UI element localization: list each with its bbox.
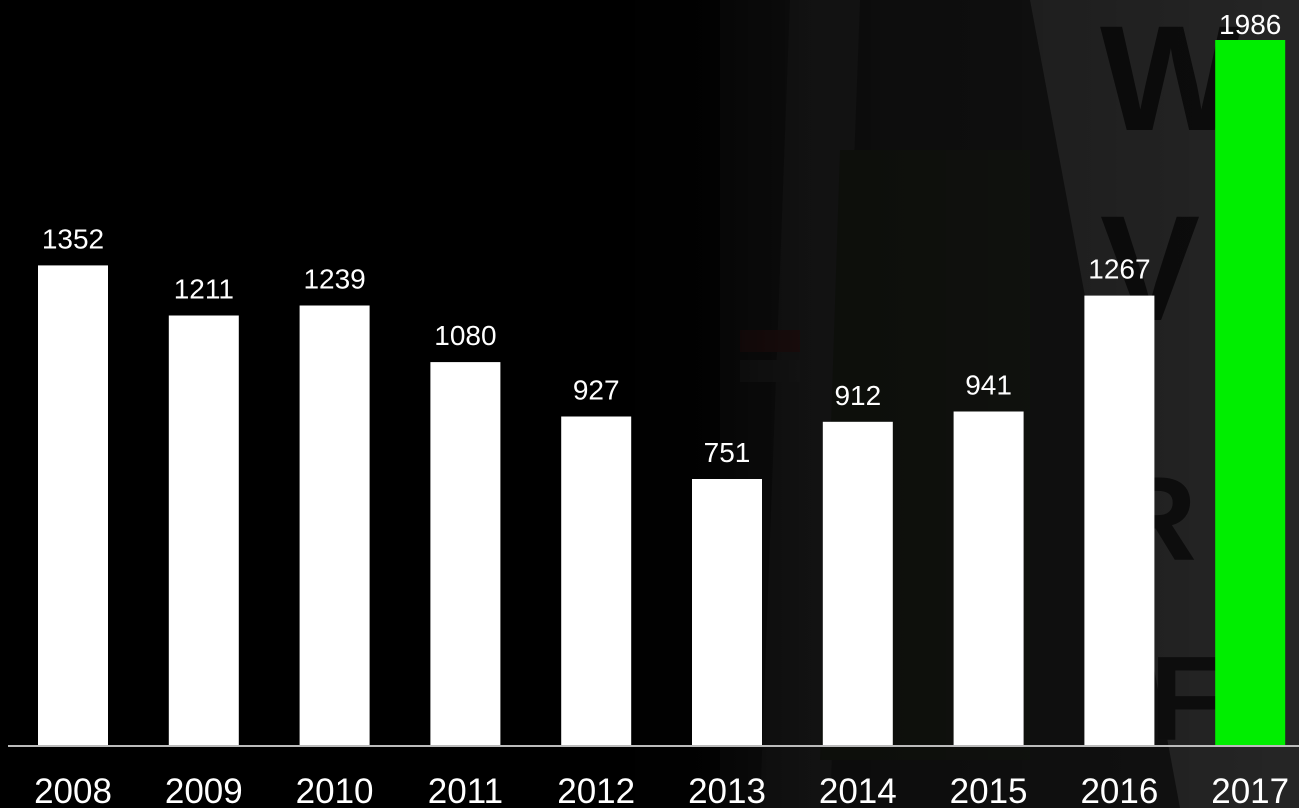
value-label-2013: 751	[704, 437, 751, 468]
bar-2015	[953, 411, 1024, 746]
bar-2016	[1084, 295, 1155, 746]
x-tick-label-2016: 2016	[1080, 772, 1158, 808]
value-labels-group: 1352 1211 1239 1080 927 751 912 941 1267 1986	[42, 9, 1281, 468]
bar-2014	[822, 421, 893, 746]
bar-2010	[299, 305, 370, 746]
x-tick-label-2010: 2010	[296, 772, 374, 808]
x-tick-label-2012: 2012	[557, 772, 635, 808]
value-label-2017: 1986	[1219, 9, 1281, 40]
x-tick-label-2014: 2014	[819, 772, 897, 808]
bar-2009	[168, 315, 239, 746]
value-label-2011: 1080	[434, 320, 496, 351]
value-label-2016: 1267	[1088, 254, 1150, 285]
x-tick-label-2017: 2017	[1211, 772, 1289, 808]
x-tick-label-2009: 2009	[165, 772, 243, 808]
bar-2008	[38, 265, 108, 746]
value-label-2015: 941	[965, 370, 1012, 401]
x-tick-label-2015: 2015	[950, 772, 1028, 808]
bar-2011	[430, 362, 501, 746]
x-tick-label-2008: 2008	[34, 772, 112, 808]
bars-group	[38, 40, 1286, 746]
value-label-2009: 1211	[174, 274, 234, 305]
x-tick-label-2011: 2011	[428, 772, 503, 808]
bar-2017	[1215, 40, 1286, 746]
value-label-2008: 1352	[42, 223, 104, 254]
x-tick-label-2013: 2013	[688, 772, 766, 808]
value-label-2014: 912	[834, 380, 881, 411]
bar-2013	[692, 479, 762, 746]
x-tick-labels-group: 2008 2009 2010 2011 2012 2013 2014 2015 2016 2017	[34, 772, 1289, 808]
value-label-2012: 927	[573, 375, 620, 406]
value-label-2010: 1239	[303, 264, 365, 295]
bar-2012	[561, 416, 632, 746]
